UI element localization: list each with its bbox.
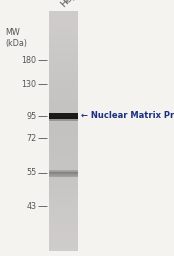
Bar bbox=[49, 50, 78, 54]
Text: 43: 43 bbox=[27, 201, 37, 211]
Bar bbox=[49, 35, 78, 38]
Bar bbox=[49, 17, 78, 20]
Bar bbox=[49, 116, 78, 119]
Bar bbox=[49, 182, 78, 185]
Bar bbox=[49, 236, 78, 239]
Bar bbox=[49, 122, 78, 125]
Bar bbox=[49, 71, 78, 74]
Bar bbox=[49, 14, 78, 17]
Bar bbox=[49, 117, 78, 121]
Bar bbox=[49, 217, 78, 221]
Bar bbox=[49, 152, 78, 155]
Bar bbox=[49, 220, 78, 224]
Bar bbox=[49, 188, 78, 191]
Bar bbox=[49, 137, 78, 140]
Bar bbox=[49, 146, 78, 149]
Bar bbox=[49, 95, 78, 98]
Text: 130: 130 bbox=[22, 80, 37, 89]
Bar bbox=[49, 41, 78, 45]
Bar bbox=[49, 176, 78, 179]
Bar bbox=[49, 107, 78, 110]
Bar bbox=[49, 11, 78, 15]
Bar bbox=[49, 62, 78, 65]
Bar bbox=[49, 26, 78, 29]
Text: 95: 95 bbox=[26, 112, 37, 121]
Bar bbox=[49, 174, 78, 175]
Bar bbox=[49, 23, 78, 26]
Bar bbox=[49, 199, 78, 203]
Text: ← Nuclear Matrix Protein p84: ← Nuclear Matrix Protein p84 bbox=[81, 111, 174, 121]
Bar bbox=[49, 77, 78, 80]
Bar bbox=[49, 38, 78, 41]
Bar bbox=[49, 53, 78, 56]
Bar bbox=[49, 247, 78, 251]
Bar bbox=[49, 185, 78, 188]
Bar bbox=[49, 164, 78, 167]
Bar bbox=[49, 143, 78, 146]
Bar bbox=[49, 59, 78, 62]
Bar bbox=[49, 89, 78, 92]
Bar bbox=[49, 175, 78, 176]
Bar bbox=[49, 83, 78, 86]
Text: HepG2: HepG2 bbox=[59, 0, 87, 9]
Bar bbox=[49, 172, 78, 174]
Bar bbox=[49, 197, 78, 200]
Bar bbox=[49, 131, 78, 134]
Bar bbox=[49, 29, 78, 33]
Bar bbox=[49, 113, 78, 116]
Bar bbox=[49, 215, 78, 218]
Bar bbox=[49, 110, 78, 113]
Bar bbox=[49, 68, 78, 71]
Bar bbox=[49, 172, 78, 173]
Bar bbox=[49, 169, 78, 173]
Bar bbox=[49, 229, 78, 233]
Bar bbox=[49, 98, 78, 101]
Bar bbox=[49, 47, 78, 50]
Bar bbox=[49, 241, 78, 245]
Bar bbox=[49, 238, 78, 242]
Bar bbox=[49, 161, 78, 164]
Bar bbox=[49, 226, 78, 230]
Bar bbox=[49, 173, 78, 174]
Text: 55: 55 bbox=[26, 168, 37, 177]
Bar bbox=[49, 167, 78, 170]
Bar bbox=[49, 86, 78, 89]
Bar bbox=[49, 32, 78, 36]
Bar bbox=[49, 65, 78, 68]
Text: 72: 72 bbox=[26, 134, 37, 143]
Bar bbox=[49, 211, 78, 215]
Bar bbox=[49, 80, 78, 83]
Bar bbox=[49, 44, 78, 47]
Bar bbox=[49, 155, 78, 158]
Bar bbox=[49, 170, 78, 171]
Bar bbox=[49, 179, 78, 182]
Bar bbox=[49, 244, 78, 248]
Bar bbox=[49, 158, 78, 161]
Bar bbox=[49, 140, 78, 143]
Bar bbox=[49, 171, 78, 172]
Bar bbox=[49, 206, 78, 209]
Bar bbox=[49, 92, 78, 95]
Bar bbox=[49, 190, 78, 194]
Bar bbox=[49, 125, 78, 128]
Bar bbox=[49, 232, 78, 236]
Bar bbox=[49, 104, 78, 107]
Text: MW
(kDa): MW (kDa) bbox=[5, 28, 27, 48]
Bar bbox=[49, 173, 78, 176]
Bar bbox=[49, 113, 78, 119]
Bar bbox=[49, 134, 78, 137]
Bar bbox=[49, 119, 78, 122]
Bar bbox=[49, 194, 78, 197]
Bar bbox=[49, 176, 78, 177]
Bar bbox=[49, 20, 78, 24]
Bar bbox=[49, 56, 78, 59]
Bar bbox=[49, 149, 78, 152]
Bar bbox=[49, 208, 78, 212]
Bar bbox=[49, 74, 78, 77]
Bar bbox=[49, 101, 78, 104]
Bar bbox=[49, 223, 78, 227]
Bar bbox=[49, 202, 78, 206]
Text: 180: 180 bbox=[22, 56, 37, 65]
Bar bbox=[49, 128, 78, 131]
